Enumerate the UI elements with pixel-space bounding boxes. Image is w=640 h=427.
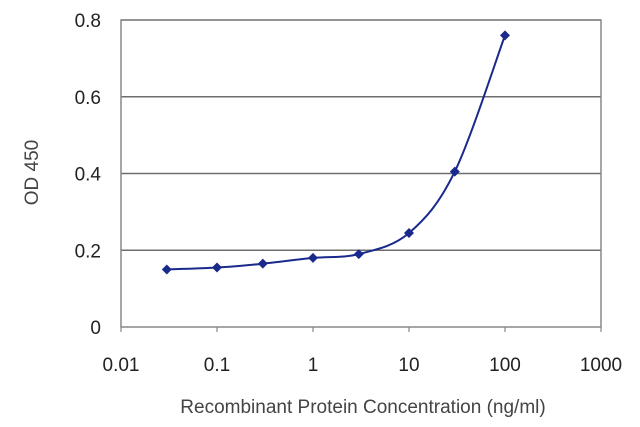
- data-point: [449, 166, 460, 177]
- x-tick-label: 0.01: [103, 355, 140, 376]
- data-point: [212, 262, 222, 273]
- data-point: [500, 30, 510, 41]
- y-tick-label: 0.6: [75, 88, 101, 109]
- x-tick-label: 1: [308, 355, 319, 376]
- plot-area-frame: [120, 19, 602, 328]
- data-point: [257, 258, 268, 269]
- x-axis-title: Recombinant Protein Concentration (ng/ml…: [180, 397, 545, 418]
- series-line: [166, 35, 506, 271]
- y-axis-ticks: 0 0.2 0.4 0.6 0.8: [75, 11, 102, 339]
- gridlines: [121, 19, 601, 251]
- data-point: [353, 249, 364, 260]
- y-tick-label: 0: [90, 318, 101, 339]
- data-point: [308, 252, 318, 263]
- x-tick-label: 10: [398, 355, 419, 376]
- data-point: [161, 264, 172, 275]
- x-tick-label: 100: [489, 355, 521, 376]
- y-tick-label: 0.4: [75, 165, 102, 186]
- x-axis-ticks: 0.01 0.1 1 10 100 1000: [103, 327, 622, 376]
- series-markers: [161, 30, 510, 275]
- x-tick-label: 1000: [580, 355, 622, 376]
- data-point: [404, 227, 414, 238]
- y-tick-label: 0.2: [75, 241, 101, 262]
- y-axis-title: OD 450: [22, 140, 43, 205]
- x-tick-label: 0.1: [204, 355, 230, 376]
- y-tick-label: 0.8: [75, 11, 101, 32]
